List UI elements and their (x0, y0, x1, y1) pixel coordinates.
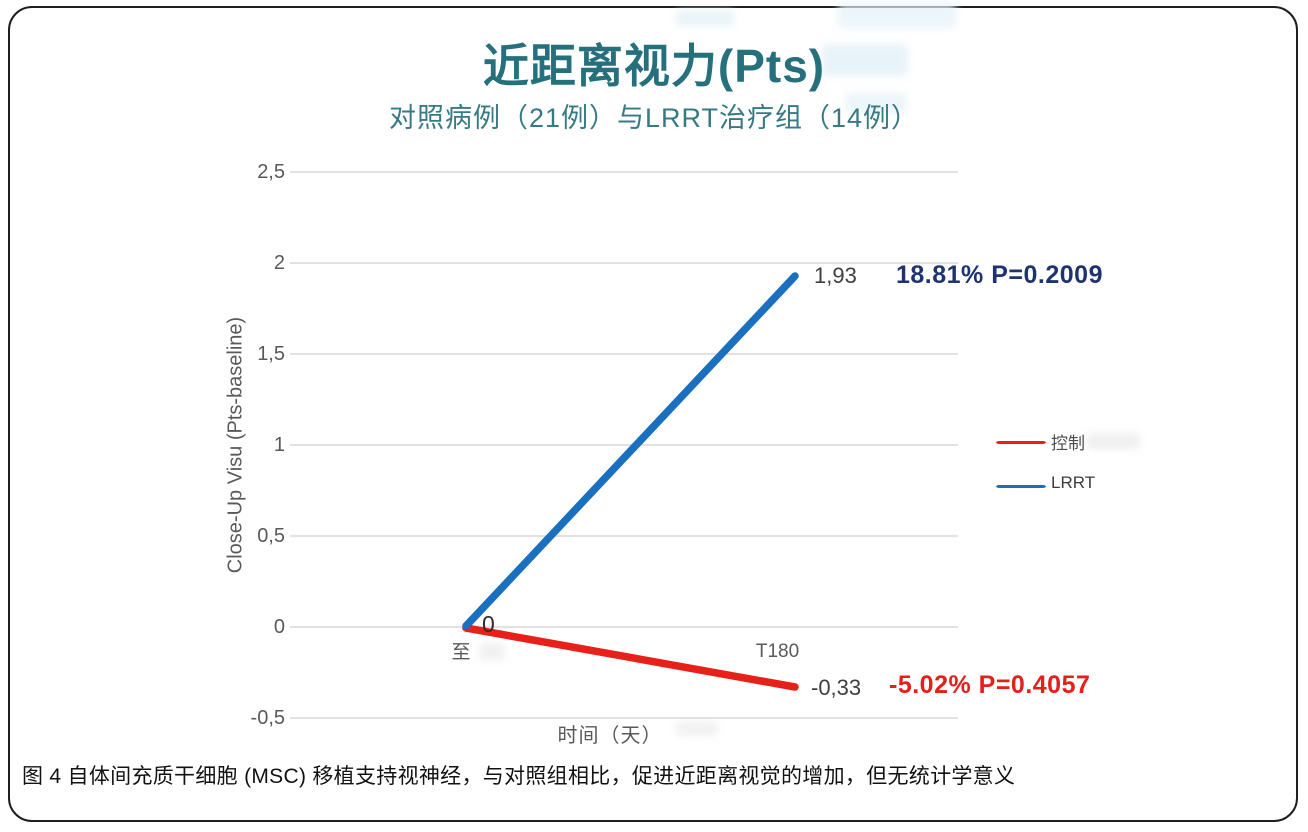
blur-artifact (676, 10, 734, 26)
chart-subtitle: 对照病例（21例）与LRRT治疗组（14例） (388, 103, 920, 133)
y-tick-neg0_5: -0,5 (250, 707, 285, 729)
chart-title: 近距离视力(Pts) (482, 40, 826, 92)
blur-artifact (845, 93, 907, 113)
blur-artifact (676, 721, 718, 736)
control-legend-swatch (995, 436, 1047, 444)
blur-artifact (822, 44, 908, 76)
lrrt-end-data-label: 1,93 (814, 263, 857, 288)
y-tick-1_5: 1,5 (257, 343, 285, 365)
y-tick-0: 0 (273, 616, 285, 638)
x-axis-title: 时间（天） (557, 725, 663, 747)
y-axis-title: Close-Up Visu (Pts-baseline) (224, 316, 247, 574)
x-tick-t180: T180 (755, 641, 800, 662)
control-end-data-label: -0,33 (811, 675, 862, 700)
legend-label-lrrt: LRRT (1051, 473, 1096, 492)
legend-label-control: 控制 (1051, 434, 1085, 453)
y-tick-1: 1 (273, 434, 285, 456)
blur-artifact (838, 2, 956, 28)
y-tick-2: 2 (273, 252, 285, 274)
figure-caption: 图 4 自体间充质干细胞 (MSC) 移植支持视神经，与对照组相比，促进近距离视… (22, 765, 1016, 788)
origin-data-label: 0 (482, 611, 495, 637)
lrrt-stat-annotation: 18.81% P=0.2009 (896, 261, 1103, 289)
y-tick-0_5: 0,5 (257, 525, 285, 547)
y-tick-2_5: 2,5 (257, 161, 285, 183)
x-tick-t0: 至 (451, 642, 471, 663)
lrrt-legend-swatch (995, 480, 1047, 488)
blur-artifact (1086, 433, 1140, 449)
control-stat-annotation: -5.02% P=0.4057 (889, 671, 1091, 699)
